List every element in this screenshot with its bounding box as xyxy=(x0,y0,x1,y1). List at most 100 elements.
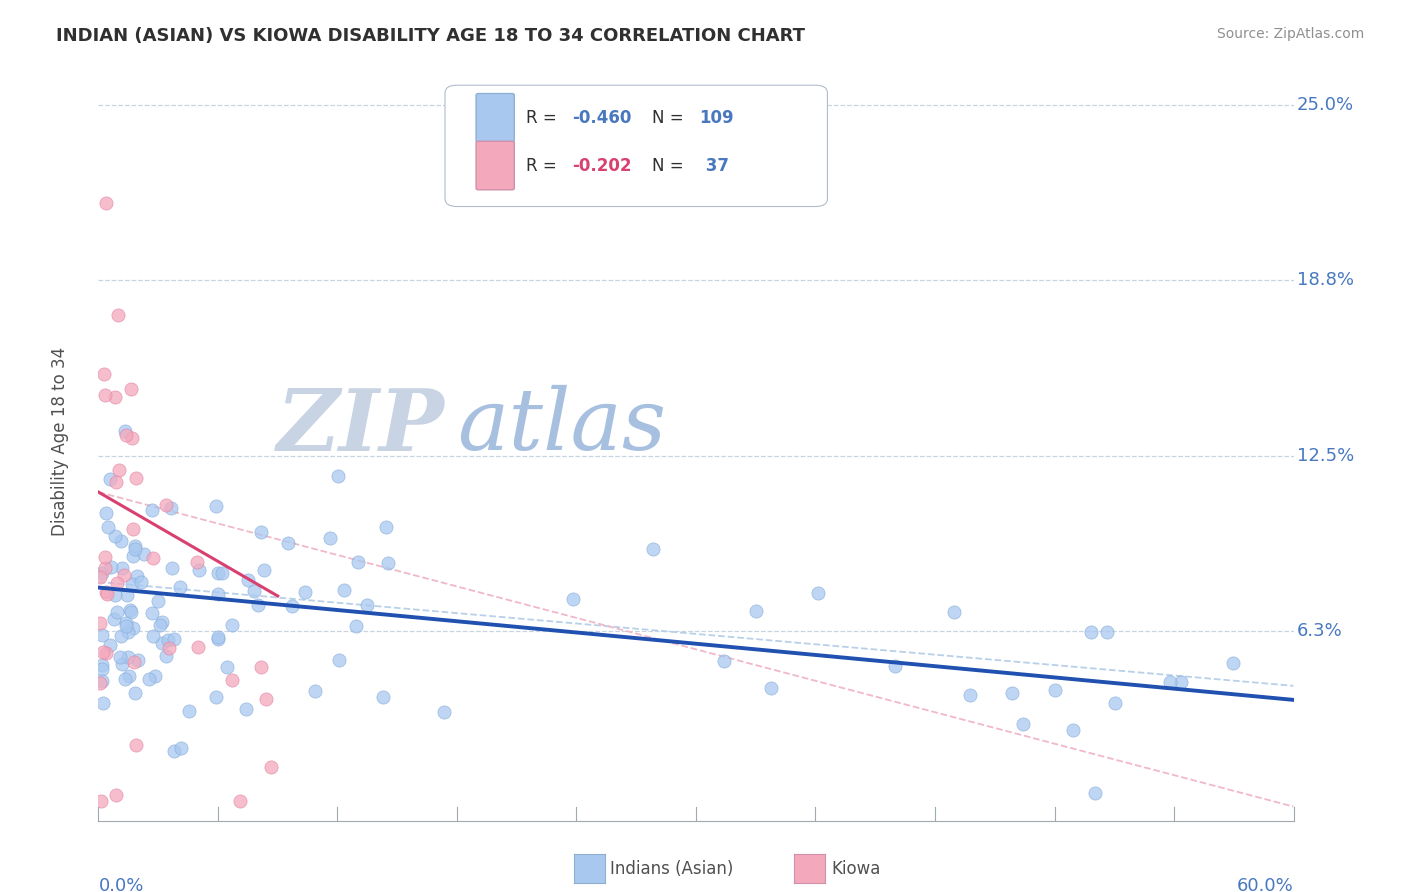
Point xyxy=(114,615,136,630)
Point xyxy=(138,672,160,686)
FancyBboxPatch shape xyxy=(446,85,827,207)
Text: -0.202: -0.202 xyxy=(572,157,631,175)
Point xyxy=(207,632,229,647)
Point xyxy=(124,686,146,700)
Point xyxy=(124,541,146,556)
Point xyxy=(89,570,111,584)
Text: Source: ZipAtlas.com: Source: ZipAtlas.com xyxy=(1216,27,1364,41)
Point xyxy=(713,654,735,668)
Point xyxy=(91,696,114,710)
Point xyxy=(118,603,141,617)
Point xyxy=(122,522,145,536)
Text: R =: R = xyxy=(526,157,562,175)
Point xyxy=(105,575,128,590)
Point xyxy=(104,390,127,404)
Point xyxy=(319,531,342,545)
Point xyxy=(260,760,283,774)
Point xyxy=(94,646,117,660)
Point xyxy=(761,681,783,696)
Point xyxy=(142,551,165,566)
Point xyxy=(100,638,122,652)
Text: Indians (Asian): Indians (Asian) xyxy=(610,860,734,878)
Point xyxy=(884,658,907,673)
Point xyxy=(1095,625,1118,640)
Point xyxy=(91,645,114,659)
Text: Kiowa: Kiowa xyxy=(831,860,880,878)
Point xyxy=(207,587,229,601)
Point xyxy=(236,574,259,588)
Point xyxy=(1159,675,1181,690)
Point xyxy=(235,702,257,716)
Point xyxy=(91,628,114,642)
Text: R =: R = xyxy=(526,109,562,127)
Point xyxy=(117,649,139,664)
Point xyxy=(103,612,125,626)
Point xyxy=(643,541,665,556)
Point xyxy=(294,584,316,599)
Point xyxy=(122,549,145,564)
Text: 60.0%: 60.0% xyxy=(1237,877,1294,892)
Point xyxy=(115,618,138,632)
Text: N =: N = xyxy=(652,157,689,175)
Point xyxy=(125,471,148,485)
Text: Disability Age 18 to 34: Disability Age 18 to 34 xyxy=(51,347,69,536)
Point xyxy=(277,535,299,549)
Point xyxy=(142,629,165,643)
Point xyxy=(155,498,177,512)
Point xyxy=(253,563,276,577)
Point xyxy=(114,424,136,438)
Point xyxy=(205,500,228,514)
Point xyxy=(1043,682,1066,697)
Point xyxy=(122,621,145,635)
Text: 12.5%: 12.5% xyxy=(1298,447,1354,465)
Point xyxy=(143,669,166,683)
Point xyxy=(96,195,118,210)
FancyBboxPatch shape xyxy=(477,141,515,190)
Point xyxy=(96,586,118,600)
Point xyxy=(91,662,114,676)
Point xyxy=(211,566,233,581)
Point xyxy=(333,583,356,598)
Point xyxy=(1080,625,1102,640)
Point xyxy=(100,560,122,574)
Point xyxy=(207,566,229,580)
Point xyxy=(89,676,111,690)
Point xyxy=(229,794,252,808)
Text: 109: 109 xyxy=(700,109,734,127)
Point xyxy=(105,475,128,489)
Point xyxy=(377,556,399,570)
Point xyxy=(111,561,134,575)
Point xyxy=(745,604,768,618)
Point xyxy=(163,744,186,758)
Point xyxy=(125,569,148,583)
Point xyxy=(959,688,981,702)
Point xyxy=(120,383,142,397)
Point xyxy=(115,588,138,602)
Text: 18.8%: 18.8% xyxy=(1298,271,1354,289)
Point xyxy=(118,669,141,683)
Point xyxy=(433,706,456,720)
Point xyxy=(117,624,139,639)
Text: 0.0%: 0.0% xyxy=(98,877,143,892)
Point xyxy=(134,547,156,561)
Point xyxy=(94,561,117,575)
Point xyxy=(121,577,143,591)
Point xyxy=(94,585,117,599)
Point xyxy=(157,640,180,655)
Point xyxy=(807,586,830,600)
Point xyxy=(91,657,114,672)
Point xyxy=(124,738,146,752)
Point xyxy=(94,506,117,520)
Point xyxy=(110,533,132,548)
Point xyxy=(254,691,277,706)
Point xyxy=(107,308,129,322)
Point xyxy=(146,594,169,608)
Point xyxy=(108,463,131,477)
Point xyxy=(104,788,127,802)
Point xyxy=(93,368,115,382)
Point xyxy=(120,605,142,619)
Point xyxy=(217,659,239,673)
Point xyxy=(249,659,271,673)
Point xyxy=(110,657,132,671)
Point xyxy=(93,549,115,564)
